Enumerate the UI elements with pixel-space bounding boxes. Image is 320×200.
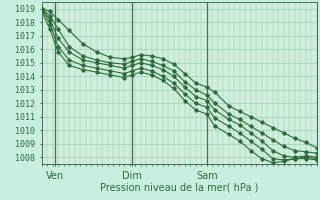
- X-axis label: Pression niveau de la mer( hPa ): Pression niveau de la mer( hPa ): [100, 182, 258, 192]
